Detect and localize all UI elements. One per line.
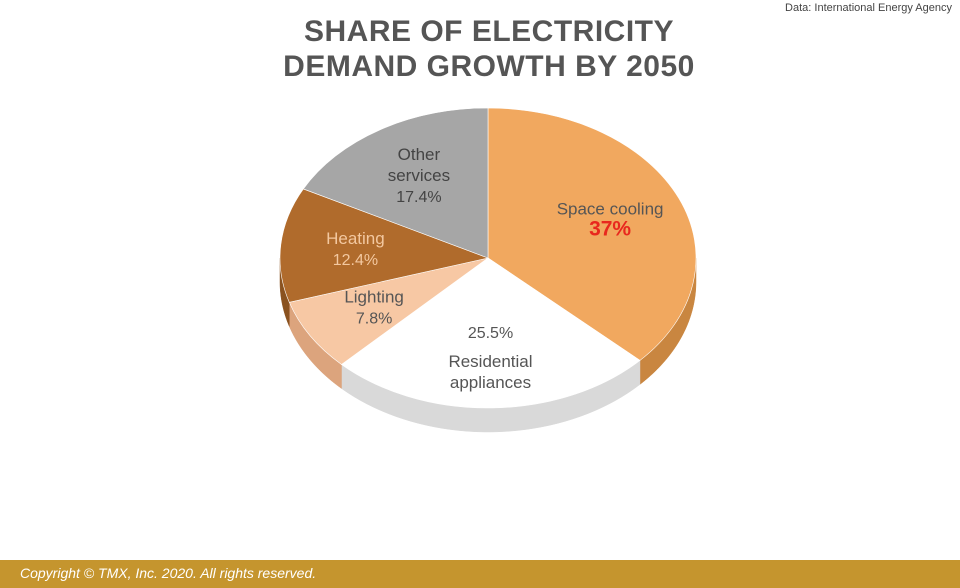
pie-slice-0 bbox=[487, 107, 697, 361]
pie-slice-3 bbox=[279, 188, 490, 303]
slice-label-1: Residential bbox=[448, 352, 532, 371]
footer-bar: Copyright © TMX, Inc. 2020. All rights r… bbox=[0, 560, 960, 588]
copyright-text: Copyright © TMX, Inc. 2020. All rights r… bbox=[20, 565, 317, 581]
slice-value-3: 12.4% bbox=[333, 252, 378, 269]
slice-value-1: 25.5% bbox=[468, 325, 513, 342]
slice-value-4: 17.4% bbox=[396, 189, 441, 206]
pie-slice-4 bbox=[302, 107, 489, 259]
pie-side-walls bbox=[279, 257, 697, 433]
pie-chart-area: Space cooling 37% 25.5% Residential applianc… bbox=[279, 107, 697, 433]
data-source-note: Data: International Energy Agency bbox=[785, 2, 952, 14]
slice-label-0: Space cooling bbox=[557, 200, 664, 219]
slice-label-2: Lighting bbox=[344, 288, 404, 307]
slice-label-3: Heating bbox=[326, 229, 385, 248]
slice-label-1: appliances bbox=[450, 373, 531, 392]
slice-label-4: services bbox=[388, 166, 450, 185]
slice-label-4: Other bbox=[398, 145, 441, 164]
slice-value-0: 37% bbox=[589, 218, 631, 241]
pie-slices bbox=[279, 107, 697, 409]
pie-slice-1 bbox=[340, 257, 641, 409]
slice-value-2: 7.8% bbox=[356, 311, 392, 328]
pie-slice-2 bbox=[288, 257, 489, 365]
chart-title: SHARE OF ELECTRICITY DEMAND GROWTH BY 20… bbox=[0, 14, 960, 84]
chart-title-line-2: DEMAND GROWTH BY 2050 bbox=[283, 50, 695, 83]
chart-title-line-1: SHARE OF ELECTRICITY bbox=[303, 15, 674, 48]
